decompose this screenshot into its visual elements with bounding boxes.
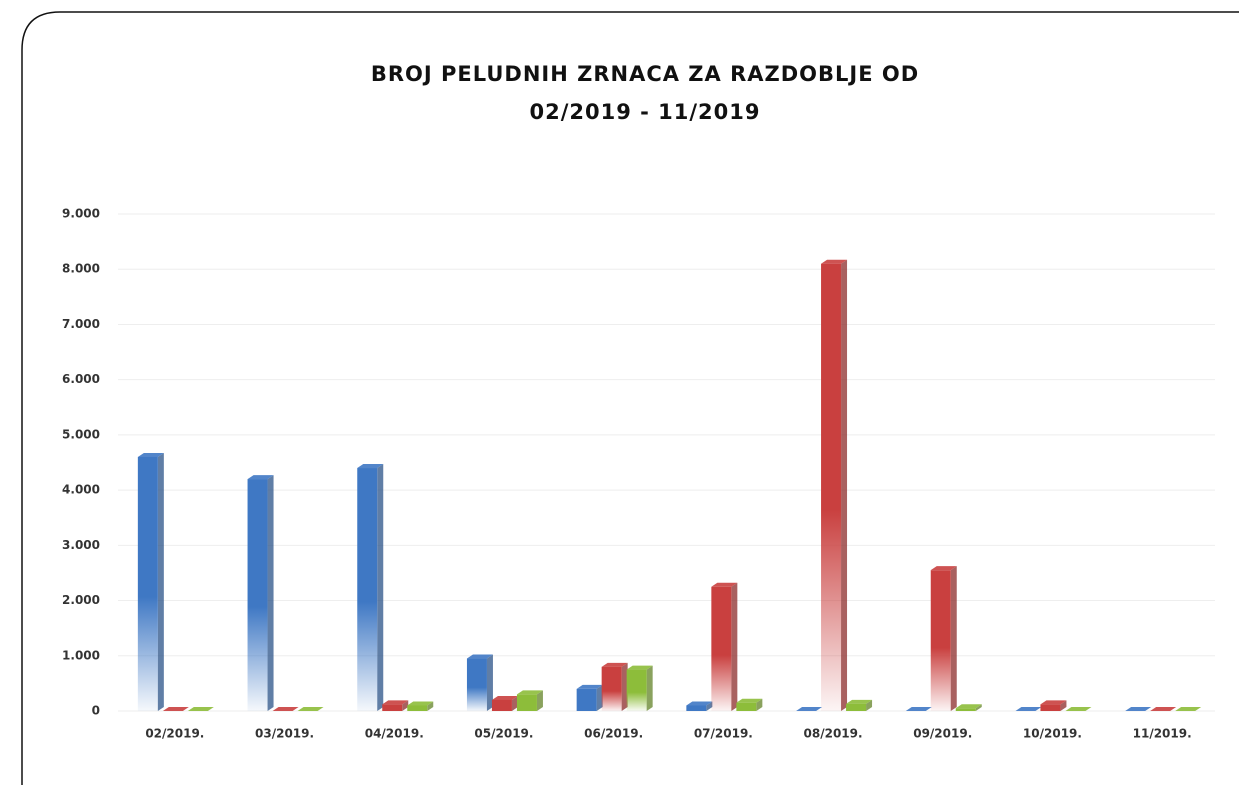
bar — [736, 702, 757, 711]
bar-side — [511, 695, 518, 711]
bar — [601, 666, 622, 711]
bar-side — [427, 701, 434, 711]
bar-side — [756, 698, 763, 711]
y-tick-label: 1.000 — [62, 648, 100, 662]
bar — [686, 705, 707, 711]
y-tick-label: 6.000 — [62, 372, 100, 386]
y-tick-label: 5.000 — [62, 427, 100, 441]
bar-top — [846, 699, 873, 704]
bar — [821, 263, 842, 711]
bar-side — [486, 654, 493, 711]
bar-side — [866, 699, 873, 711]
bar-top — [247, 475, 274, 480]
y-tick-label: 7.000 — [62, 317, 100, 331]
bar — [711, 586, 732, 711]
bar — [357, 468, 378, 711]
chart-title: BROJ PELUDNIH ZRNACA ZA RAZDOBLJE OD — [371, 62, 919, 86]
y-tick-label: 8.000 — [62, 262, 100, 276]
bar-side — [157, 452, 164, 711]
bar-side — [706, 701, 713, 711]
bar-top — [1150, 707, 1177, 711]
bar-side — [267, 475, 274, 711]
bar-side — [646, 665, 653, 711]
bar-top — [1015, 707, 1042, 711]
x-tick-label: 10/2019. — [1023, 727, 1082, 741]
bar-top — [382, 700, 409, 705]
bar-top — [686, 701, 713, 706]
bar-side — [731, 582, 738, 711]
y-tick-label: 0 — [92, 704, 100, 718]
bar-top — [272, 707, 299, 711]
x-tick-label: 09/2019. — [913, 727, 972, 741]
bar-top — [187, 707, 214, 711]
x-tick-label: 11/2019. — [1133, 727, 1192, 741]
bar-top — [905, 707, 932, 711]
bar — [930, 570, 951, 711]
x-tick-label: 07/2019. — [694, 727, 753, 741]
bar-side — [536, 690, 543, 711]
x-tick-label: 03/2019. — [255, 727, 314, 741]
bar — [516, 694, 537, 711]
y-tick-label: 3.000 — [62, 538, 100, 552]
bar — [382, 704, 403, 711]
bar-side — [975, 704, 982, 711]
bar-top — [162, 707, 189, 711]
bar-top — [626, 665, 653, 670]
chart-title: 02/2019 - 11/2019 — [529, 100, 760, 124]
bar-top — [1175, 707, 1202, 711]
bar-top — [357, 464, 384, 469]
bar-top — [466, 654, 493, 659]
bar-side — [377, 464, 384, 711]
bar — [955, 708, 976, 711]
bar-side — [950, 566, 957, 711]
bar-top — [955, 704, 982, 709]
bar — [407, 705, 428, 711]
bar-top — [821, 259, 848, 264]
bar-top — [1125, 707, 1152, 711]
bar-top — [137, 452, 164, 457]
bar — [576, 688, 597, 711]
bar-top — [491, 695, 518, 700]
bar-top — [576, 684, 603, 689]
bar — [466, 658, 487, 711]
bar-side — [596, 684, 603, 711]
x-tick-label: 06/2019. — [584, 727, 643, 741]
bar-top — [601, 662, 628, 667]
bar-top — [407, 701, 434, 706]
bar-side — [841, 259, 848, 711]
bar — [1040, 704, 1061, 711]
bar-top — [711, 582, 738, 587]
bar — [137, 456, 158, 711]
y-tick-label: 2.000 — [62, 593, 100, 607]
bar-top — [516, 690, 543, 695]
y-tick-label: 9.000 — [62, 207, 100, 221]
x-tick-label: 04/2019. — [365, 727, 424, 741]
bar — [491, 699, 512, 711]
bar-side — [1060, 700, 1067, 711]
bar-top — [736, 698, 763, 703]
y-tick-label: 4.000 — [62, 483, 100, 497]
x-tick-label: 08/2019. — [804, 727, 863, 741]
x-tick-label: 05/2019. — [474, 727, 533, 741]
bar-top — [796, 707, 823, 711]
bar-top — [1065, 707, 1092, 711]
bar-top — [930, 566, 957, 571]
bar-side — [621, 662, 628, 711]
x-tick-label: 02/2019. — [145, 727, 204, 741]
bar-top — [297, 707, 324, 711]
bar-top — [1040, 700, 1067, 705]
bar — [626, 669, 647, 711]
bar — [247, 479, 268, 711]
bar-side — [402, 700, 409, 711]
bar — [846, 703, 867, 711]
frame — [21, 11, 1239, 785]
